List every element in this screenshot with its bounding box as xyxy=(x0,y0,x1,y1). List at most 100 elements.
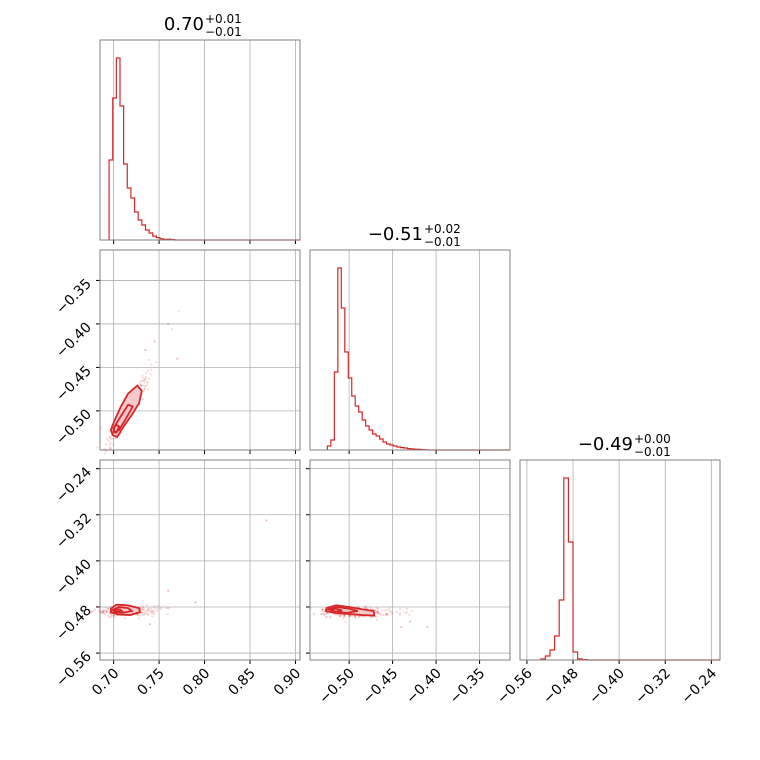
panel-0-0 xyxy=(99,39,301,244)
scatter-point xyxy=(325,616,328,619)
scatter-point xyxy=(338,615,342,618)
scatter-point xyxy=(406,607,409,610)
scatter-point xyxy=(92,609,95,613)
scatter-point xyxy=(142,607,145,610)
scatter-point xyxy=(146,388,150,391)
scatter-point xyxy=(349,614,352,618)
scatter-point xyxy=(112,437,115,440)
scatter-point xyxy=(144,378,147,381)
scatter-point xyxy=(102,610,105,613)
scatter-point xyxy=(141,608,144,611)
scatter-point xyxy=(365,607,368,610)
title-value: −0.49 xyxy=(578,434,633,455)
title-param-2: −0.51 +0.02 −0.01 xyxy=(368,222,461,249)
scatter-point xyxy=(109,615,112,619)
scatter-point xyxy=(142,379,145,382)
scatter-point xyxy=(100,610,103,614)
scatter-point xyxy=(108,606,111,609)
scatter-point xyxy=(147,358,151,362)
scatter-point xyxy=(149,373,152,376)
scatter-point xyxy=(376,610,379,613)
scatter-point xyxy=(102,611,105,614)
scatter-point xyxy=(109,443,112,446)
scatter-point xyxy=(143,609,146,612)
scatter-point xyxy=(166,607,169,610)
scatter-point xyxy=(148,623,152,626)
scatter-point xyxy=(322,613,326,616)
scatter-point xyxy=(141,606,145,609)
scatter-point xyxy=(146,613,149,616)
scatter-point xyxy=(153,612,156,615)
scatter-point xyxy=(145,384,148,387)
scatter-point xyxy=(398,613,401,616)
scatter-point xyxy=(146,609,149,612)
scatter-point xyxy=(176,357,179,360)
scatter-point xyxy=(104,612,107,616)
scatter-point xyxy=(97,609,101,613)
scatter-point xyxy=(398,607,402,610)
scatter-point xyxy=(143,387,146,390)
scatter-point xyxy=(93,608,97,611)
scatter-point xyxy=(138,614,141,617)
scatter-point xyxy=(123,617,126,620)
scatter-point xyxy=(88,611,92,615)
scatter-point xyxy=(160,606,163,609)
scatter-point xyxy=(395,610,399,614)
scatter-point xyxy=(108,436,112,439)
panel-1-0 xyxy=(89,249,301,474)
scatter-point xyxy=(141,608,144,611)
x-tick-label: 0.75 xyxy=(135,666,168,699)
scatter-point xyxy=(358,615,361,619)
scatter-point xyxy=(405,611,409,614)
scatter-point xyxy=(112,615,115,618)
scatter-point xyxy=(136,613,139,616)
scatter-point xyxy=(343,615,346,618)
scatter-point xyxy=(89,470,92,474)
scatter-point xyxy=(144,610,148,613)
scatter-point xyxy=(343,614,347,617)
scatter-point xyxy=(102,610,105,614)
scatter-point xyxy=(363,605,366,609)
scatter-point xyxy=(376,610,379,613)
contour-inner xyxy=(111,606,134,614)
title-plus: +0.01 xyxy=(205,12,242,26)
scatter-point xyxy=(342,617,345,620)
scatter-point xyxy=(144,371,147,375)
scatter-point xyxy=(144,385,147,388)
scatter-point xyxy=(100,610,104,613)
scatter-point xyxy=(410,609,413,612)
scatter-point xyxy=(386,612,390,615)
x-tick-label: −0.48 xyxy=(540,666,582,708)
scatter-point xyxy=(357,605,360,609)
scatter-point xyxy=(95,605,99,608)
scatter-point xyxy=(142,613,145,617)
scatter-point xyxy=(153,604,156,608)
scatter-point xyxy=(142,376,145,380)
scatter-point xyxy=(145,604,149,607)
scatter-point xyxy=(149,610,152,613)
scatter-point xyxy=(342,615,345,618)
scatter-point xyxy=(147,608,150,611)
scatter-point xyxy=(153,609,156,612)
scatter-point xyxy=(103,452,107,455)
scatter-point xyxy=(150,611,153,615)
scatter-point xyxy=(145,376,148,379)
scatter-point xyxy=(348,614,351,617)
scatter-point xyxy=(385,612,388,615)
scatter-point xyxy=(364,605,367,608)
scatter-point xyxy=(140,612,143,615)
scatter-point xyxy=(329,615,333,618)
contour-core xyxy=(326,607,343,613)
scatter-point xyxy=(156,604,159,607)
scatter-point xyxy=(150,363,153,366)
scatter-point xyxy=(150,607,153,610)
scatter-point xyxy=(353,616,356,619)
scatter-point xyxy=(170,328,174,331)
scatter-point xyxy=(385,614,388,617)
scatter-point xyxy=(391,612,394,615)
scatter-point xyxy=(102,612,105,615)
panel-frame xyxy=(99,39,301,241)
x-tick-label: −0.24 xyxy=(679,665,721,707)
scatter-point xyxy=(148,377,151,380)
y-tick-label: −0.48 xyxy=(53,602,95,644)
